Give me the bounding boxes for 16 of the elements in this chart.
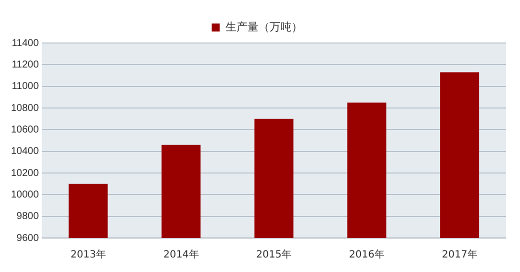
x-tick-label: 2015年 — [256, 248, 292, 261]
y-tick-label: 9800 — [16, 211, 40, 222]
x-tick-label: 2016年 — [349, 248, 384, 261]
x-tick-label: 2017年 — [442, 248, 478, 261]
y-tick-label: 11200 — [12, 59, 40, 70]
y-tick-label: 10800 — [10, 102, 40, 114]
x-tick-label: 2013年 — [70, 248, 106, 261]
y-tick-label: 11400 — [12, 38, 40, 49]
y-tick-label: 11000 — [12, 81, 40, 92]
y-tick-label: 10000 — [10, 189, 40, 200]
legend-label: 生产量（万吨） — [225, 20, 302, 34]
y-tick-label: 10200 — [10, 168, 40, 179]
y-tick-label: 9600 — [16, 232, 40, 244]
y-tick-label: 10400 — [10, 146, 40, 158]
x-tick-label: 2014年 — [163, 248, 199, 261]
y-tick-label: 10600 — [10, 124, 40, 136]
